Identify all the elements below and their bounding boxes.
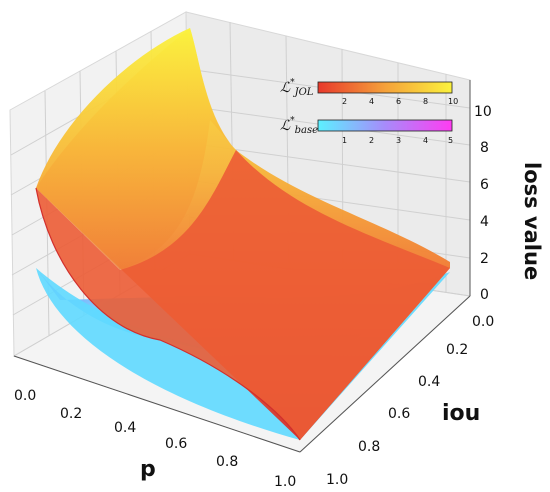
colorbar-jol [317,81,453,94]
y-tick-label: 0.8 [358,439,380,455]
z-tick-label: 6 [480,177,489,193]
colorbar-jol-tick: 2 [342,97,347,106]
axis-lines [13,80,471,453]
z-axis-ticks: 0 2 4 6 8 10 [474,104,492,303]
y-tick-label: 0.0 [472,314,494,330]
legend-label-base: ℒ*base [280,116,318,136]
legend-label-jol: ℒ*JOL [280,78,314,98]
legend-jol: ℒ*JOL 2 4 6 8 10 [280,78,458,106]
x-tick-label: 0.4 [114,420,136,436]
colorbar-base-tick: 4 [423,136,428,145]
x-tick-label: 0.0 [14,388,36,404]
z-tick-label: 0 [480,287,489,303]
colorbar-base-tick: 5 [448,136,453,145]
jol-surface-edge [35,187,301,441]
series-jol-surface [35,28,450,441]
x-tick-label: 1.0 [274,474,296,490]
jol-surface-front [36,150,450,440]
colorbar-base-tick: 1 [342,136,347,145]
legend-base: ℒ*base 1 2 3 4 5 [280,116,453,145]
colorbar-base-tick: 3 [396,136,401,145]
x-tick-label: 0.6 [165,436,187,452]
colorbar-jol-tick: 10 [448,97,458,106]
y-axis-ticks: 0.0 0.2 0.4 0.6 0.8 1.0 [326,314,494,488]
z-tick-label: 4 [480,214,489,230]
y-axis-title: iou [442,401,480,426]
z-tick-label: 8 [480,140,489,156]
y-tick-label: 0.4 [418,374,440,390]
z-tick-label: 10 [474,104,492,120]
x-tick-label: 0.2 [60,406,82,422]
colorbar-jol-tick: 4 [369,97,374,106]
y-tick-label: 1.0 [326,472,348,488]
colorbar-base-tick: 2 [369,136,374,145]
z-axis-title: loss value [520,162,544,280]
colorbar-base [317,119,453,132]
jol-surface-upper [36,28,236,270]
x-tick-label: 0.8 [216,454,238,470]
y-tick-label: 0.2 [446,342,468,358]
colorbar-jol-tick: 6 [396,97,401,106]
x-axis-title: p [140,457,156,482]
x-axis-ticks: 0.0 0.2 0.4 0.6 0.8 1.0 [14,388,296,490]
y-tick-label: 0.6 [388,406,410,422]
colorbar-jol-tick: 8 [423,97,428,106]
z-tick-label: 2 [480,251,489,267]
